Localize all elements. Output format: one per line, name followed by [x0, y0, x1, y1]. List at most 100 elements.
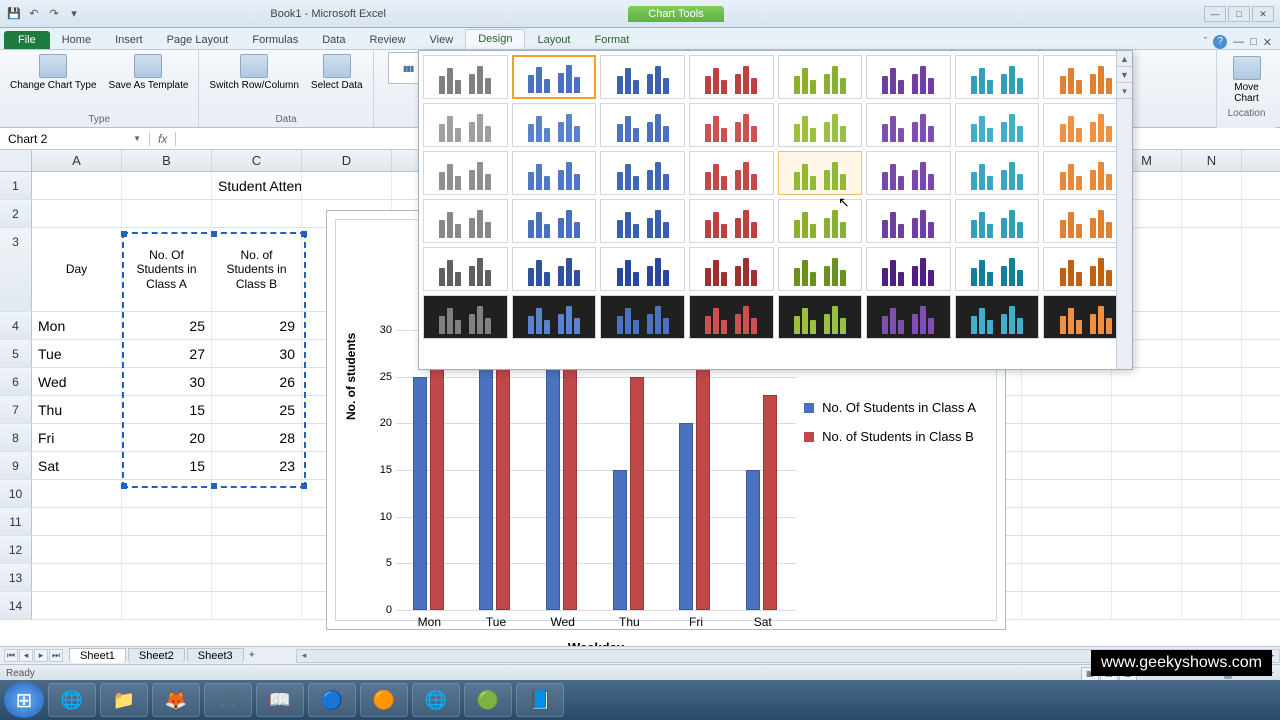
- chart-style-thumb[interactable]: [955, 295, 1040, 339]
- cell[interactable]: [1182, 564, 1242, 591]
- tab-page-layout[interactable]: Page Layout: [155, 31, 241, 49]
- cell[interactable]: No. Of Students in Class A: [122, 228, 212, 311]
- qat-more-icon[interactable]: ▾: [66, 6, 82, 22]
- row-header[interactable]: 5: [0, 340, 32, 367]
- chart-style-thumb[interactable]: [778, 247, 863, 291]
- chart-style-thumb[interactable]: [689, 55, 774, 99]
- taskbar-app-button[interactable]: 🟠: [360, 683, 408, 717]
- sheet-nav-first[interactable]: ⏮: [4, 649, 18, 662]
- change-chart-type-button[interactable]: Change Chart Type: [6, 52, 101, 93]
- cell[interactable]: Fri: [32, 424, 122, 451]
- chart-style-thumb[interactable]: [512, 199, 597, 243]
- cell[interactable]: [1182, 312, 1242, 339]
- chart-style-thumb[interactable]: [512, 103, 597, 147]
- cell[interactable]: [1182, 396, 1242, 423]
- cell[interactable]: [1022, 368, 1112, 395]
- undo-icon[interactable]: ↶: [26, 6, 42, 22]
- fx-icon[interactable]: fx: [150, 132, 176, 146]
- minimize-button[interactable]: —: [1204, 6, 1226, 22]
- cell[interactable]: 20: [122, 424, 212, 451]
- chart-style-thumb[interactable]: [512, 151, 597, 195]
- cell[interactable]: [1112, 536, 1182, 563]
- cell[interactable]: [122, 172, 212, 199]
- chart-style-thumb[interactable]: [689, 247, 774, 291]
- chart-style-thumb[interactable]: [778, 199, 863, 243]
- tab-data[interactable]: Data: [310, 31, 357, 49]
- cell[interactable]: [1112, 564, 1182, 591]
- cell[interactable]: 30: [212, 340, 302, 367]
- chart-style-thumb[interactable]: [866, 151, 951, 195]
- cell[interactable]: [1182, 228, 1242, 311]
- chart-style-thumb[interactable]: [423, 103, 508, 147]
- taskbar-app-button[interactable]: 📖: [256, 683, 304, 717]
- cell[interactable]: [212, 592, 302, 619]
- cell[interactable]: 25: [122, 312, 212, 339]
- row-header[interactable]: 12: [0, 536, 32, 563]
- select-all-corner[interactable]: [0, 150, 32, 171]
- row-header[interactable]: 11: [0, 508, 32, 535]
- cell[interactable]: [122, 508, 212, 535]
- cell[interactable]: [122, 536, 212, 563]
- row-header[interactable]: 10: [0, 480, 32, 507]
- tab-view[interactable]: View: [418, 31, 466, 49]
- cell[interactable]: [1182, 508, 1242, 535]
- sheet-tab[interactable]: Sheet1: [69, 648, 126, 663]
- cell[interactable]: [1022, 592, 1112, 619]
- sheet-tab[interactable]: Sheet3: [187, 648, 244, 663]
- save-icon[interactable]: 💾: [6, 6, 22, 22]
- taskbar-app-button[interactable]: 🌐: [412, 683, 460, 717]
- chart-style-thumb[interactable]: [866, 295, 951, 339]
- row-header[interactable]: 4: [0, 312, 32, 339]
- cell[interactable]: [1022, 508, 1112, 535]
- chart-style-thumb[interactable]: [689, 103, 774, 147]
- cell[interactable]: Day: [32, 228, 122, 311]
- column-header[interactable]: B: [122, 150, 212, 171]
- cell[interactable]: [1022, 480, 1112, 507]
- cell[interactable]: 26: [212, 368, 302, 395]
- cell[interactable]: [122, 592, 212, 619]
- help-icon[interactable]: ?: [1213, 35, 1227, 49]
- chart-style-thumb[interactable]: [778, 151, 863, 195]
- cell[interactable]: [32, 536, 122, 563]
- cell[interactable]: [212, 564, 302, 591]
- switch-row-column-button[interactable]: Switch Row/Column: [205, 52, 302, 93]
- row-header[interactable]: 8: [0, 424, 32, 451]
- chart-style-thumb[interactable]: [866, 199, 951, 243]
- cell[interactable]: [302, 172, 392, 199]
- cell[interactable]: Thu: [32, 396, 122, 423]
- chart-style-thumb[interactable]: [600, 151, 685, 195]
- save-as-template-button[interactable]: Save As Template: [105, 52, 193, 93]
- gallery-scroll-down[interactable]: ▼: [1117, 67, 1132, 83]
- tab-home[interactable]: Home: [50, 31, 103, 49]
- taskbar-app-button[interactable]: 📁: [100, 683, 148, 717]
- row-header[interactable]: 3: [0, 228, 32, 311]
- workbook-minimize-icon[interactable]: —: [1233, 36, 1244, 48]
- chart-style-thumb[interactable]: [423, 247, 508, 291]
- cell[interactable]: Tue: [32, 340, 122, 367]
- chart-style-thumb[interactable]: [689, 199, 774, 243]
- cell[interactable]: 15: [122, 452, 212, 479]
- cell[interactable]: [1182, 200, 1242, 227]
- gallery-scroll-up[interactable]: ▲: [1117, 51, 1132, 67]
- cell[interactable]: [1182, 340, 1242, 367]
- cell[interactable]: [32, 564, 122, 591]
- cell[interactable]: [32, 480, 122, 507]
- gallery-close[interactable]: ▾: [1117, 83, 1132, 99]
- cell[interactable]: [122, 200, 212, 227]
- chart-style-thumb[interactable]: [778, 55, 863, 99]
- sheet-nav-next[interactable]: ▸: [34, 649, 48, 662]
- ribbon-minimize-icon[interactable]: ˇ: [1203, 36, 1207, 48]
- row-header[interactable]: 13: [0, 564, 32, 591]
- cell[interactable]: 25: [212, 396, 302, 423]
- tab-format[interactable]: Format: [582, 31, 641, 49]
- chart-style-thumb[interactable]: [955, 103, 1040, 147]
- cell[interactable]: 28: [212, 424, 302, 451]
- chart-style-thumb[interactable]: [423, 295, 508, 339]
- cell[interactable]: [1022, 536, 1112, 563]
- cell[interactable]: [212, 536, 302, 563]
- taskbar-app-button[interactable]: 🦊: [152, 683, 200, 717]
- close-button[interactable]: ✕: [1252, 6, 1274, 22]
- cell[interactable]: [32, 508, 122, 535]
- cell[interactable]: 29: [212, 312, 302, 339]
- column-header[interactable]: D: [302, 150, 392, 171]
